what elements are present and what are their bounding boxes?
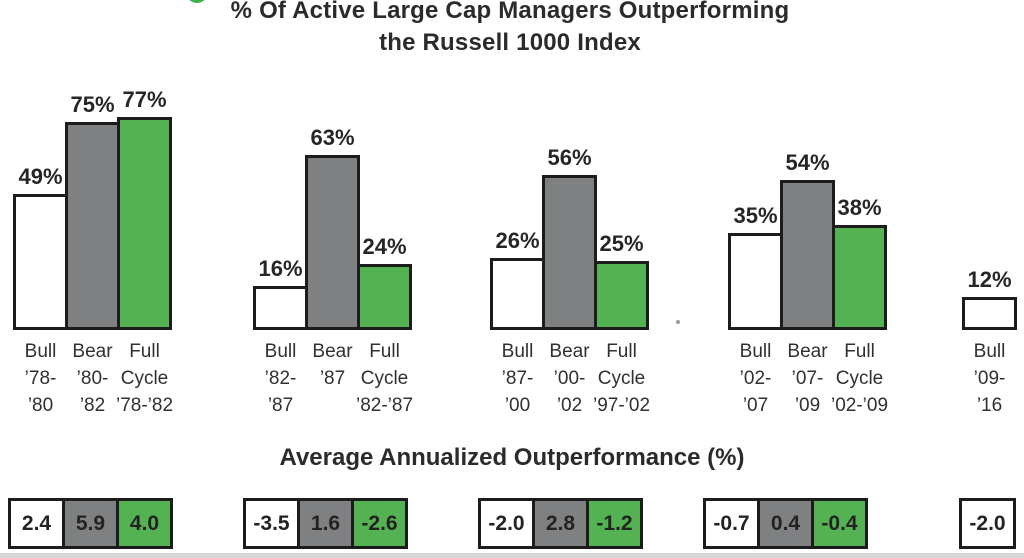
bar-axis-label-line: Full xyxy=(606,341,637,362)
bar-axis-label-line: Bull xyxy=(973,341,1006,362)
bar-axis-label-line: ’07- xyxy=(791,368,824,389)
avg-value-full-group3: -1.2 xyxy=(586,498,643,549)
bottom-edge-strip xyxy=(0,553,1024,558)
bar-axis-label-line: Bull xyxy=(24,341,57,362)
bar-axis-label-line: ’80 xyxy=(27,395,54,416)
avg-value-bull-group5: -2.0 xyxy=(959,498,1016,549)
bar-bull-group5 xyxy=(962,297,1017,330)
avg-value-full-group4: -0.4 xyxy=(811,498,868,549)
chart-title: % Of Active Large Cap Managers Outperfor… xyxy=(230,0,790,56)
avg-value-bear-group1: 5.9 xyxy=(62,498,119,549)
bar-value-label: 63% xyxy=(310,125,355,150)
stray-dot xyxy=(676,320,680,324)
bar-bull-group3 xyxy=(490,258,545,330)
bar-value-label: 77% xyxy=(122,87,167,112)
bar-value-label: 54% xyxy=(785,150,830,175)
avg-value-bear-group4: 0.4 xyxy=(757,498,814,549)
bar-axis-label-line: ’82- xyxy=(264,368,297,389)
bar-axis-label-line: Bull xyxy=(501,341,534,362)
bar-axis-label-line: ’78-’82 xyxy=(115,395,174,416)
bar-bear-group2 xyxy=(305,155,360,330)
bar-full-group1 xyxy=(117,117,172,330)
bar-axis-label-line: Bear xyxy=(549,341,590,362)
bar-full-group3 xyxy=(594,261,649,330)
bar-axis-label-line: ’02- xyxy=(739,368,772,389)
bar-value-label: 49% xyxy=(18,164,63,189)
bar-value-label: 24% xyxy=(362,234,407,259)
bar-bull-group1 xyxy=(13,194,68,330)
bar-bear-group1 xyxy=(65,122,120,330)
avg-outperformance-title: Average Annualized Outperformance (%) xyxy=(279,444,745,471)
bar-axis-label-line: ’09- xyxy=(973,368,1006,389)
bar-axis-label-line: ’82 xyxy=(79,395,106,416)
bar-full-group4 xyxy=(832,225,887,330)
bar-bull-group2 xyxy=(253,286,308,330)
bar-value-label: 12% xyxy=(967,267,1012,292)
avg-value-bear-group3: 2.8 xyxy=(532,498,589,549)
bar-axis-label-line: ’87 xyxy=(267,395,294,416)
bar-axis-label-line: Bear xyxy=(787,341,828,362)
bar-axis-label-line: Bull xyxy=(739,341,772,362)
bar-axis-label-line: ’87 xyxy=(319,368,346,389)
bar-value-label: 26% xyxy=(495,228,540,253)
bar-axis-label-line: Cycle xyxy=(835,368,884,389)
bar-axis-label-line: ’09 xyxy=(794,395,821,416)
bar-axis-label-line: ’82-’87 xyxy=(355,395,414,416)
bar-axis-label-line: ’78- xyxy=(24,368,57,389)
bar-axis-label-line: Cycle xyxy=(120,368,169,389)
bar-axis-label-line: ’00 xyxy=(504,395,531,416)
bar-axis-label-line: Cycle xyxy=(360,368,409,389)
bar-value-label: 35% xyxy=(733,203,778,228)
bar-value-label: 56% xyxy=(547,145,592,170)
bar-axis-label-line: Bull xyxy=(264,341,297,362)
bar-value-label: 16% xyxy=(258,256,303,281)
bar-axis-label-line: ’87- xyxy=(501,368,534,389)
bar-axis-label-line: ’16 xyxy=(976,395,1003,416)
bar-axis-label-line: Cycle xyxy=(597,368,646,389)
bar-axis-label-line: ’07 xyxy=(742,395,769,416)
avg-value-bear-group2: 1.6 xyxy=(297,498,354,549)
bar-axis-label-line: Full xyxy=(844,341,875,362)
avg-value-bull-group4: -0.7 xyxy=(703,498,760,549)
bar-axis-label-line: ’00- xyxy=(553,368,586,389)
avg-value-full-group2: -2.6 xyxy=(351,498,408,549)
avg-value-bull-group1: 2.4 xyxy=(8,498,65,549)
bar-axis-label-line: ’02 xyxy=(556,395,583,416)
avg-value-full-group1: 4.0 xyxy=(116,498,173,549)
bar-axis-label-line: Bear xyxy=(72,341,113,362)
bar-axis-label-line: ’02-’09 xyxy=(830,395,889,416)
bar-axis-label-line: Bear xyxy=(312,341,353,362)
bar-axis-label-line: Full xyxy=(129,341,160,362)
bar-axis-label-line: Full xyxy=(369,341,400,362)
bar-full-group2 xyxy=(357,264,412,330)
bar-value-label: 25% xyxy=(599,231,644,256)
bar-value-label: 75% xyxy=(70,92,115,117)
avg-value-bull-group3: -2.0 xyxy=(478,498,535,549)
bar-bear-group3 xyxy=(542,175,597,330)
bar-bull-group4 xyxy=(728,233,783,330)
bar-axis-label-line: ’97-’02 xyxy=(592,395,651,416)
avg-value-bull-group2: -3.5 xyxy=(243,498,300,549)
green-circle-marker-partial-icon xyxy=(186,0,208,3)
bar-value-label: 38% xyxy=(837,195,882,220)
bar-axis-label-line: ’80- xyxy=(76,368,109,389)
